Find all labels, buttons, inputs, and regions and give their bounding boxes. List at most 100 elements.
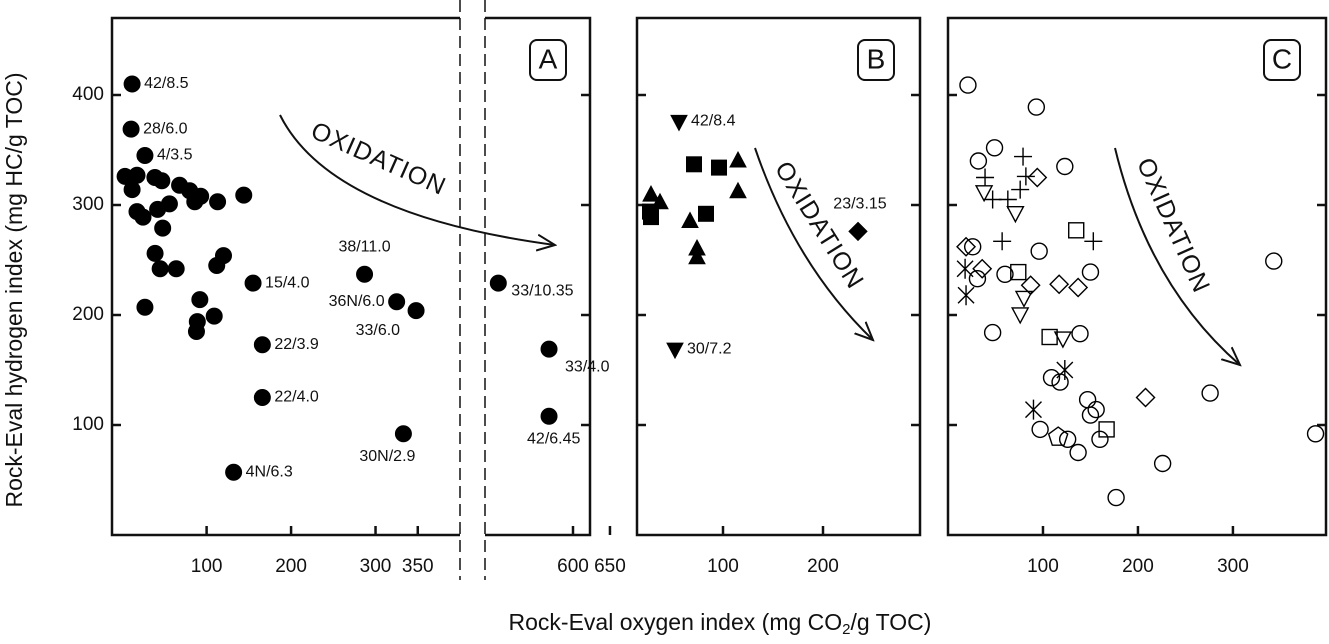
point bbox=[1041, 328, 1058, 346]
point bbox=[956, 236, 977, 257]
point bbox=[1030, 242, 1048, 260]
point bbox=[998, 190, 1017, 209]
x-tick-label: 350 bbox=[402, 556, 434, 577]
point-label: 42/8.5 bbox=[144, 75, 189, 92]
y-tick-label: 200 bbox=[72, 304, 104, 325]
point-label: 15/4.0 bbox=[265, 274, 310, 291]
x-tick-label: 100 bbox=[707, 556, 739, 577]
point bbox=[686, 156, 702, 173]
point bbox=[191, 291, 209, 309]
point bbox=[983, 190, 1002, 209]
point bbox=[151, 260, 169, 278]
point bbox=[983, 323, 1002, 342]
point bbox=[388, 293, 406, 311]
point bbox=[192, 187, 210, 205]
point-label: 4/3.5 bbox=[157, 147, 193, 164]
y-tick-label: 400 bbox=[72, 84, 104, 105]
point bbox=[489, 274, 507, 292]
point bbox=[1265, 252, 1283, 270]
point bbox=[1071, 325, 1089, 343]
point bbox=[1042, 369, 1061, 387]
point bbox=[985, 139, 1004, 157]
arrows bbox=[279, 114, 1240, 365]
point bbox=[1201, 384, 1219, 402]
point bbox=[688, 247, 706, 265]
point-label: 30/7.2 bbox=[687, 340, 732, 357]
y-axis-label: Rock-Eval hydrogen index (mg HC/g TOC) bbox=[1, 72, 27, 507]
point bbox=[153, 172, 171, 190]
point bbox=[1006, 205, 1025, 224]
x-tick-label: 200 bbox=[807, 556, 839, 577]
point bbox=[187, 323, 205, 340]
panel-label-box bbox=[1263, 39, 1301, 81]
point bbox=[225, 463, 243, 481]
point bbox=[1078, 391, 1097, 409]
point bbox=[1091, 430, 1109, 448]
point bbox=[123, 75, 141, 93]
point bbox=[957, 285, 975, 306]
point bbox=[146, 244, 164, 262]
point bbox=[1010, 263, 1027, 281]
point bbox=[643, 209, 659, 226]
x-tick-label: 100 bbox=[191, 556, 223, 577]
x-tick-label: 200 bbox=[275, 556, 307, 577]
point bbox=[1031, 420, 1049, 439]
point-label: 33/4.0 bbox=[565, 358, 610, 375]
oxidation-arrow bbox=[754, 147, 873, 340]
point bbox=[1153, 454, 1172, 473]
point bbox=[1020, 275, 1041, 296]
point bbox=[1053, 331, 1073, 349]
panel-label-box bbox=[857, 39, 895, 81]
x-tick-label: 100 bbox=[1027, 556, 1059, 577]
point bbox=[666, 342, 684, 360]
point bbox=[136, 147, 154, 164]
x-label-part: /g TOC) bbox=[851, 609, 932, 635]
y-tick-label: 100 bbox=[72, 414, 104, 435]
annotation: OXIDATION bbox=[307, 117, 451, 201]
point bbox=[154, 219, 172, 237]
point bbox=[729, 181, 747, 199]
point bbox=[1107, 488, 1125, 507]
point bbox=[1049, 274, 1070, 295]
point bbox=[1014, 290, 1034, 308]
point bbox=[253, 336, 271, 354]
point bbox=[1098, 421, 1115, 438]
point bbox=[123, 181, 141, 199]
point-label: 4N/6.3 bbox=[246, 464, 293, 481]
point bbox=[651, 192, 669, 210]
point bbox=[214, 247, 232, 265]
point bbox=[670, 114, 688, 132]
x-tick-label: 600 bbox=[557, 556, 589, 577]
point bbox=[1058, 430, 1077, 448]
point bbox=[1081, 263, 1100, 281]
point bbox=[540, 340, 558, 358]
point bbox=[1027, 98, 1046, 116]
point-label: 38/11.0 bbox=[338, 239, 390, 256]
frame-a-right bbox=[485, 16, 592, 537]
point bbox=[681, 211, 699, 228]
point bbox=[235, 186, 253, 204]
point bbox=[1135, 387, 1156, 408]
point bbox=[968, 270, 987, 288]
point bbox=[976, 168, 995, 187]
oxidation-arrow bbox=[1114, 147, 1240, 365]
point bbox=[729, 150, 747, 168]
point bbox=[1027, 167, 1048, 188]
point bbox=[1087, 400, 1105, 419]
panel-label-box bbox=[529, 39, 567, 81]
point bbox=[253, 389, 271, 406]
point bbox=[209, 193, 227, 211]
point bbox=[963, 238, 982, 256]
point-label: 36N/6.0 bbox=[329, 293, 385, 310]
point bbox=[1068, 277, 1089, 298]
point-label: 22/4.0 bbox=[274, 389, 319, 406]
axis-break bbox=[459, 0, 486, 580]
panel-label: B bbox=[867, 43, 886, 74]
x-tick-label: 300 bbox=[360, 556, 392, 577]
point bbox=[128, 166, 146, 184]
point bbox=[1306, 425, 1325, 443]
point bbox=[1024, 399, 1042, 420]
x-tick-label: 200 bbox=[1122, 556, 1154, 577]
point bbox=[136, 298, 154, 316]
